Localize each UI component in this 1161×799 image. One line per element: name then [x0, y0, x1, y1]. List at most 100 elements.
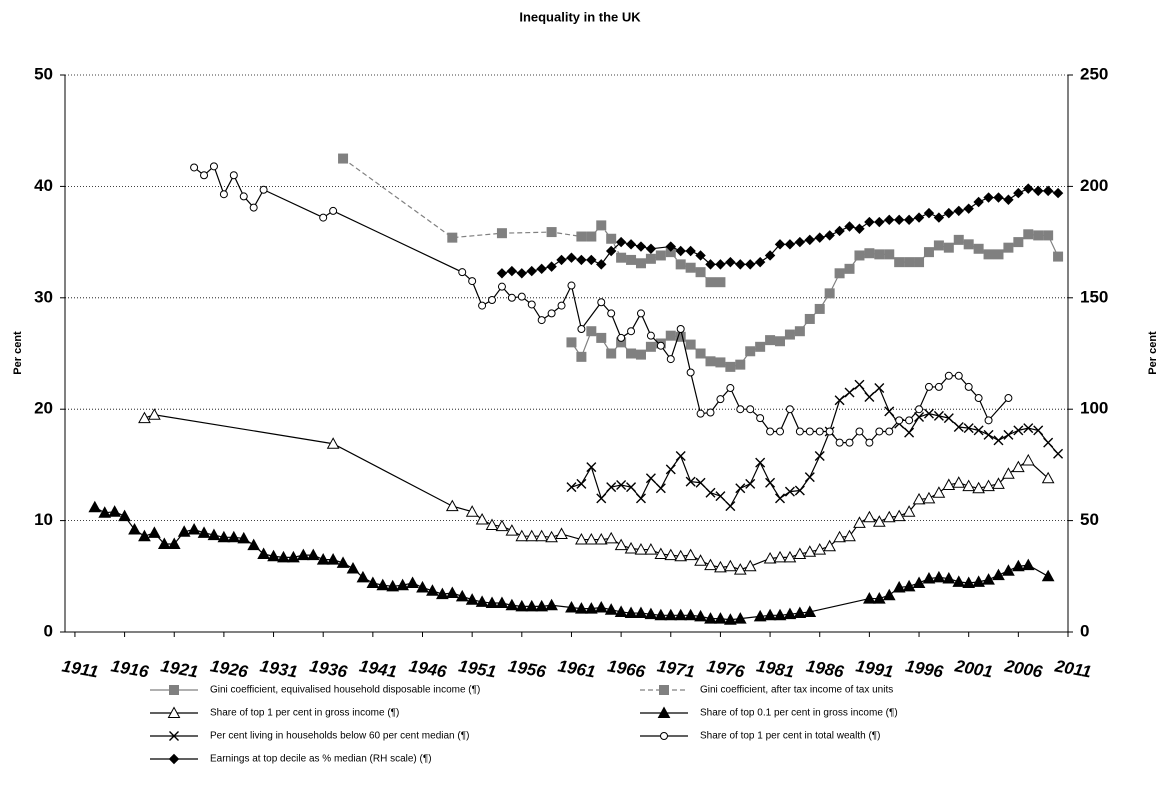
y2-tick-label: 200	[1080, 176, 1108, 195]
marker	[329, 206, 338, 215]
marker	[854, 250, 865, 261]
marker	[1003, 429, 1014, 440]
marker	[904, 427, 915, 438]
marker	[665, 330, 676, 341]
marker	[815, 427, 824, 436]
marker	[1013, 425, 1024, 436]
marker	[577, 324, 586, 333]
marker	[845, 438, 854, 447]
marker	[805, 427, 814, 436]
legend-label: Share of top 1 per cent in gross income …	[210, 708, 399, 719]
marker	[733, 563, 747, 575]
marker	[814, 303, 825, 314]
marker	[547, 309, 556, 318]
marker	[773, 550, 787, 563]
marker	[148, 408, 161, 420]
marker	[468, 277, 477, 286]
marker	[973, 425, 984, 436]
marker	[892, 509, 906, 522]
y2-tick-label: 250	[1080, 64, 1108, 83]
marker	[753, 609, 767, 622]
x-tick-label: 1946	[407, 656, 448, 681]
marker	[326, 553, 340, 565]
marker	[659, 685, 669, 695]
marker	[338, 153, 349, 164]
marker	[924, 382, 933, 391]
marker	[306, 548, 320, 561]
marker	[784, 329, 795, 340]
marker	[725, 361, 736, 372]
marker	[694, 609, 707, 622]
marker	[716, 395, 725, 404]
marker	[933, 240, 944, 251]
marker	[724, 559, 737, 572]
marker	[1023, 229, 1034, 240]
marker	[495, 596, 509, 609]
marker	[396, 578, 409, 591]
marker	[656, 341, 665, 350]
marker	[207, 528, 221, 541]
marker	[644, 607, 658, 620]
marker	[943, 207, 955, 219]
marker	[763, 608, 777, 621]
marker	[854, 379, 865, 390]
marker	[934, 382, 943, 391]
marker	[525, 599, 539, 612]
x-tick-label: 1991	[854, 656, 895, 681]
marker	[963, 423, 974, 434]
marker	[724, 613, 737, 625]
marker	[843, 529, 856, 542]
marker	[635, 258, 646, 269]
legend-label: Gini coefficient, after tax income of ta…	[700, 685, 893, 696]
marker	[584, 533, 598, 545]
marker	[982, 479, 995, 492]
marker	[138, 529, 151, 542]
marker	[157, 537, 171, 549]
marker	[169, 685, 179, 695]
x-tick-label: 1936	[308, 656, 349, 681]
marker	[695, 250, 706, 261]
marker	[914, 257, 925, 268]
series-line	[144, 414, 1049, 571]
marker	[537, 316, 546, 325]
marker	[497, 282, 506, 291]
marker	[319, 213, 328, 222]
marker	[187, 522, 201, 535]
marker	[277, 550, 290, 563]
marker	[555, 527, 568, 539]
marker	[932, 570, 946, 583]
x-tick-label: 2006	[1002, 656, 1044, 682]
marker	[267, 549, 280, 562]
marker	[754, 256, 766, 268]
marker	[864, 391, 875, 402]
marker	[237, 531, 251, 544]
marker	[478, 301, 487, 310]
marker	[726, 384, 735, 393]
marker	[775, 336, 786, 347]
marker	[964, 382, 973, 391]
marker	[685, 245, 696, 257]
marker	[844, 263, 855, 274]
marker	[625, 239, 637, 250]
marker	[605, 245, 617, 257]
marker	[776, 427, 785, 436]
marker	[923, 408, 934, 419]
marker	[376, 578, 390, 591]
marker	[98, 506, 112, 518]
marker	[177, 525, 191, 537]
marker	[596, 332, 607, 343]
marker	[616, 252, 627, 263]
y2-axis-label: Per cent	[1147, 331, 1159, 375]
marker	[636, 309, 645, 318]
marker	[954, 371, 963, 380]
marker	[545, 530, 558, 543]
marker	[972, 575, 985, 587]
marker	[834, 268, 845, 279]
marker	[735, 483, 746, 494]
marker	[148, 526, 161, 538]
x-tick-label: 1941	[358, 656, 399, 681]
marker	[903, 214, 915, 226]
marker	[746, 405, 755, 414]
marker	[952, 476, 966, 488]
marker	[626, 254, 637, 265]
